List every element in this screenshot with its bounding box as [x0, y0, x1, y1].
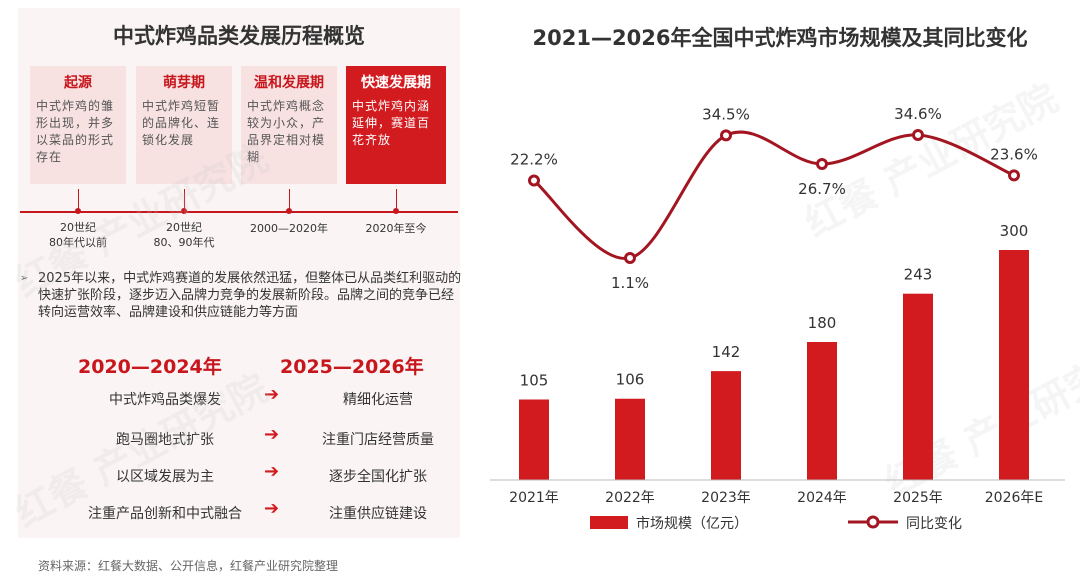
yoy-line — [533, 130, 1015, 260]
yoy-value-label: 34.5% — [702, 105, 750, 123]
chart-legend: 市场规模（亿元） 同比变化 — [590, 515, 962, 532]
stage-desc: 中式炸鸡概念较为小众，产品界定相对模糊 — [247, 99, 326, 164]
timeline-dot — [181, 208, 187, 214]
bar-value-label: 243 — [904, 266, 933, 284]
point-label-group: 22.2% 1.1% 34.5% 26.7% 34.6% 23.6% — [510, 105, 1038, 292]
x-tick-label: 2022年 — [605, 490, 655, 506]
stage-name: 快速发展期 — [361, 75, 431, 91]
bar-value-label: 180 — [808, 314, 837, 332]
summary-bullet: ➢ 2025年以来，中式炸鸡赛道的发展依然迅猛，但整体已从品类红利驱动的快速扩张… — [20, 270, 463, 321]
bar-label-group: 105 106 142 180 243 300 — [520, 222, 1029, 390]
source-note: 资料来源：红餐大数据、公开信息，红餐产业研究院整理 — [38, 559, 339, 573]
bar — [615, 398, 645, 480]
left-title: 中式炸鸡品类发展历程概览 — [113, 24, 365, 48]
bar — [807, 342, 837, 480]
compare-head-right: 2025—2026年 — [280, 356, 424, 378]
stage-card-origin: 起源 中式炸鸡的雏形出现，并多以菜品的形式存在 — [30, 66, 126, 184]
period-label: 20世纪 80、90年代 — [153, 221, 215, 249]
compare-head-left: 2020—2024年 — [78, 356, 222, 378]
stage-name: 温和发展期 — [254, 75, 324, 91]
chart-title: 2021—2026年全国中式炸鸡市场规模及其同比变化 — [532, 26, 1028, 50]
stage-card-sprout: 萌芽期 中式炸鸡短暂的品牌化、连锁化发展 — [136, 66, 232, 184]
yoy-point — [816, 158, 828, 171]
compare-from: 注重产品创新和中式融合 — [88, 506, 242, 522]
stage-name: 起源 — [64, 75, 92, 91]
bar — [999, 250, 1029, 480]
timeline-line — [20, 211, 458, 213]
timeline-dot — [393, 208, 399, 214]
timeline-tick — [289, 189, 290, 211]
yoy-point — [1008, 169, 1020, 182]
right-arrow-icon: ➔ — [264, 461, 280, 482]
period-label: 2000—2020年 — [250, 222, 328, 235]
compare-from: 以区域发展为主 — [116, 469, 214, 485]
compare-from: 跑马圈地式扩张 — [116, 432, 214, 448]
compare-to: 逐步全国化扩张 — [329, 469, 427, 485]
timeline-dot — [75, 208, 81, 214]
yoy-value-label: 1.1% — [611, 274, 649, 292]
period-label: 20世纪 80年代以前 — [49, 221, 107, 249]
compare-from: 中式炸鸡品类爆发 — [109, 392, 221, 408]
x-tick-label: 2023年 — [701, 490, 751, 506]
bar-group — [519, 250, 1029, 480]
stage-desc: 中式炸鸡内涵延伸，赛道百花齐放 — [352, 99, 431, 147]
timeline-dot — [286, 208, 292, 214]
legend-bar-swatch — [590, 516, 628, 529]
right-arrow-icon: ➔ — [264, 498, 280, 519]
timeline-tick — [184, 189, 185, 211]
x-tick-group: 2021年 2022年 2023年 2024年 2025年 2026年E — [509, 490, 1043, 506]
yoy-value-label: 34.6% — [894, 105, 942, 123]
legend-bar-label: 市场规模（亿元） — [636, 515, 748, 532]
point-group — [528, 129, 1020, 264]
x-tick-label: 2026年E — [985, 490, 1043, 506]
x-tick-label: 2025年 — [893, 490, 943, 506]
legend-line-marker — [866, 515, 880, 529]
timeline-tick — [78, 189, 79, 211]
bar-value-label: 300 — [1000, 222, 1029, 240]
stage-desc: 中式炸鸡的雏形出现，并多以菜品的形式存在 — [36, 99, 115, 164]
yoy-point — [624, 252, 636, 264]
bar — [519, 399, 549, 480]
x-tick-label: 2021年 — [509, 490, 559, 506]
yoy-value-label: 23.6% — [990, 145, 1038, 163]
legend-line-label: 同比变化 — [906, 516, 962, 532]
left-panel: 中式炸鸡品类发展历程概览 起源 中式炸鸡的雏形出现，并多以菜品的形式存在 萌芽期… — [18, 8, 463, 538]
stage-name: 萌芽期 — [163, 75, 205, 91]
bullet-icon: ➢ — [20, 273, 29, 284]
compare-to: 注重门店经营质量 — [322, 432, 434, 448]
stage-desc: 中式炸鸡短暂的品牌化、连锁化发展 — [142, 99, 221, 147]
yoy-point — [912, 129, 924, 141]
right-arrow-icon: ➔ — [264, 424, 280, 445]
bar-value-label: 106 — [616, 371, 645, 389]
bar — [903, 293, 933, 480]
yoy-value-label: 26.7% — [798, 180, 846, 198]
period-label: 2020年至今 — [365, 222, 427, 235]
x-tick-label: 2024年 — [797, 490, 847, 506]
bar-value-label: 142 — [712, 343, 741, 361]
compare-to: 注重供应链建设 — [329, 506, 427, 522]
summary-text: 2025年以来，中式炸鸡赛道的发展依然迅猛，但整体已从品类红利驱动的快速扩张阶段… — [38, 271, 462, 320]
stage-card-rapid: 快速发展期 中式炸鸡内涵延伸，赛道百花齐放 — [346, 66, 446, 184]
bar-value-label: 105 — [520, 372, 549, 390]
timeline-tick — [396, 189, 397, 211]
compare-to: 精细化运营 — [343, 392, 413, 408]
stage-card-moderate: 温和发展期 中式炸鸡概念较为小众，产品界定相对模糊 — [241, 66, 337, 184]
yoy-point — [528, 174, 540, 187]
yoy-value-label: 22.2% — [510, 151, 558, 169]
bar — [711, 371, 741, 480]
right-arrow-icon: ➔ — [264, 384, 280, 405]
yoy-point — [720, 129, 732, 142]
